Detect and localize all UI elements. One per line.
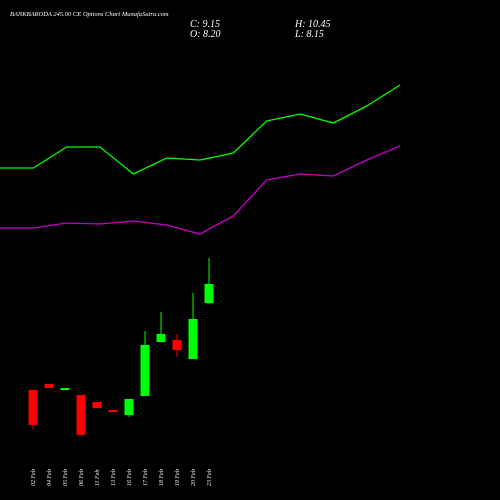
indicator-line [0,84,401,175]
x-tick-label: 19 Feb [175,469,181,486]
x-tick-label: 04 Feb [46,469,53,486]
low-label: L: 8.15 [294,29,324,40]
candle-body [140,345,150,396]
candle-body [156,334,166,342]
chart-title: BANKBARODA 245.00 CE Options Chart Munaf… [10,11,169,18]
candle-body [188,319,198,359]
candle-body [124,399,134,415]
candle-body [28,390,38,425]
close-label: C: 9.15 [190,19,220,30]
x-tick-label: 17 Feb [143,469,149,486]
x-tick-label: 18 Feb [159,469,165,486]
candle-body [108,410,118,412]
candle-body [60,388,70,390]
indicator-line [0,145,401,235]
candle-body [44,384,54,388]
candle-body [204,284,214,303]
candle-body [76,395,86,435]
open-label: O: 8.20 [190,29,221,40]
x-tick-label: 20 Feb [191,469,197,486]
x-tick-label: 16 Feb [127,469,133,486]
candle-body [172,340,182,350]
x-tick-label: 11 Feb [95,470,101,486]
x-tick-label: 02 Feb [31,469,37,486]
candle-body [92,402,102,408]
x-tick-label: 13 Feb [111,469,117,486]
high-label: H: 10.45 [294,19,331,30]
x-tick-label: 23 Feb [207,469,213,486]
x-tick-label: 06 Feb [79,469,85,486]
x-tick-label: 05 Feb [63,469,69,486]
